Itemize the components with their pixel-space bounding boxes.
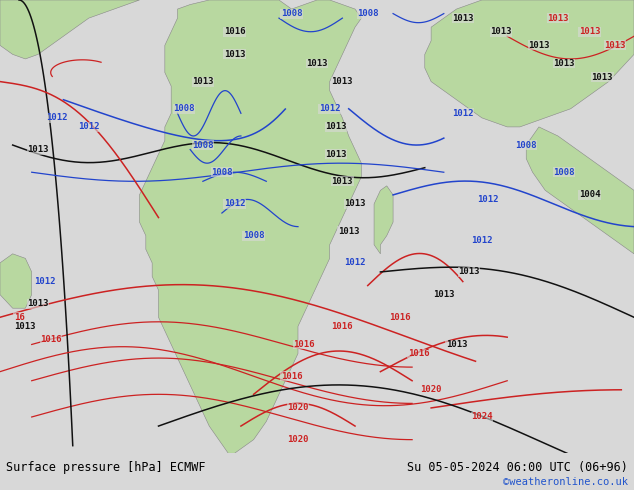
Polygon shape: [0, 254, 32, 308]
Text: 1016: 1016: [224, 27, 245, 36]
Text: 1016: 1016: [332, 322, 353, 331]
Text: 1008: 1008: [173, 104, 195, 113]
Text: 1013: 1013: [547, 14, 569, 23]
Polygon shape: [139, 0, 361, 453]
Text: 1012: 1012: [46, 113, 68, 122]
Text: 1012: 1012: [224, 199, 245, 208]
Polygon shape: [374, 186, 393, 254]
Text: 1013: 1013: [452, 14, 474, 23]
Text: 1020: 1020: [287, 403, 309, 413]
Text: 1013: 1013: [332, 77, 353, 86]
Text: 1008: 1008: [553, 168, 575, 177]
Text: 1013: 1013: [332, 177, 353, 186]
Text: 1013: 1013: [490, 27, 512, 36]
Text: 1012: 1012: [471, 236, 493, 245]
Text: 1013: 1013: [592, 73, 613, 81]
Text: 1013: 1013: [458, 268, 480, 276]
Text: 1013: 1013: [192, 77, 214, 86]
Text: 1013: 1013: [27, 145, 49, 154]
Text: 1012: 1012: [452, 109, 474, 118]
Text: 1008: 1008: [211, 168, 233, 177]
Text: 1013: 1013: [528, 41, 550, 50]
Polygon shape: [0, 0, 139, 59]
Text: 1013: 1013: [344, 199, 366, 208]
Text: 1013: 1013: [553, 59, 575, 68]
Text: 1012: 1012: [477, 195, 499, 204]
Text: 1020: 1020: [420, 385, 442, 394]
Text: 1008: 1008: [281, 9, 302, 18]
Text: 1012: 1012: [344, 258, 366, 268]
Polygon shape: [526, 127, 634, 254]
Text: 1016: 1016: [40, 336, 61, 344]
Polygon shape: [425, 0, 634, 127]
Text: 1013: 1013: [15, 322, 36, 331]
Text: 1012: 1012: [319, 104, 340, 113]
Text: 1013: 1013: [604, 41, 626, 50]
Text: 1020: 1020: [287, 435, 309, 444]
Text: 1012: 1012: [78, 122, 100, 131]
Text: 1008: 1008: [515, 141, 537, 149]
Text: 1016: 1016: [294, 340, 315, 349]
Text: 1013: 1013: [433, 290, 455, 299]
Text: 1008: 1008: [357, 9, 378, 18]
Text: ©weatheronline.co.uk: ©weatheronline.co.uk: [503, 477, 628, 487]
Text: 1013: 1013: [446, 340, 467, 349]
Text: 1016: 1016: [389, 313, 410, 322]
Text: 1012: 1012: [34, 276, 55, 286]
Text: 1013: 1013: [224, 50, 245, 59]
Text: 16: 16: [14, 313, 24, 322]
Text: 1013: 1013: [27, 299, 49, 308]
Text: 1013: 1013: [306, 59, 328, 68]
Text: 1013: 1013: [325, 122, 347, 131]
Text: 1008: 1008: [192, 141, 214, 149]
Text: 1016: 1016: [281, 372, 302, 381]
Text: 1013: 1013: [325, 149, 347, 159]
Text: 1004: 1004: [579, 191, 600, 199]
Text: 1013: 1013: [579, 27, 600, 36]
Text: 1013: 1013: [338, 227, 359, 236]
Text: 1016: 1016: [408, 349, 429, 358]
Text: 1024: 1024: [471, 413, 493, 421]
Text: Su 05-05-2024 06:00 UTC (06+96): Su 05-05-2024 06:00 UTC (06+96): [407, 462, 628, 474]
Text: Surface pressure [hPa] ECMWF: Surface pressure [hPa] ECMWF: [6, 462, 206, 474]
Text: 1008: 1008: [243, 231, 264, 240]
